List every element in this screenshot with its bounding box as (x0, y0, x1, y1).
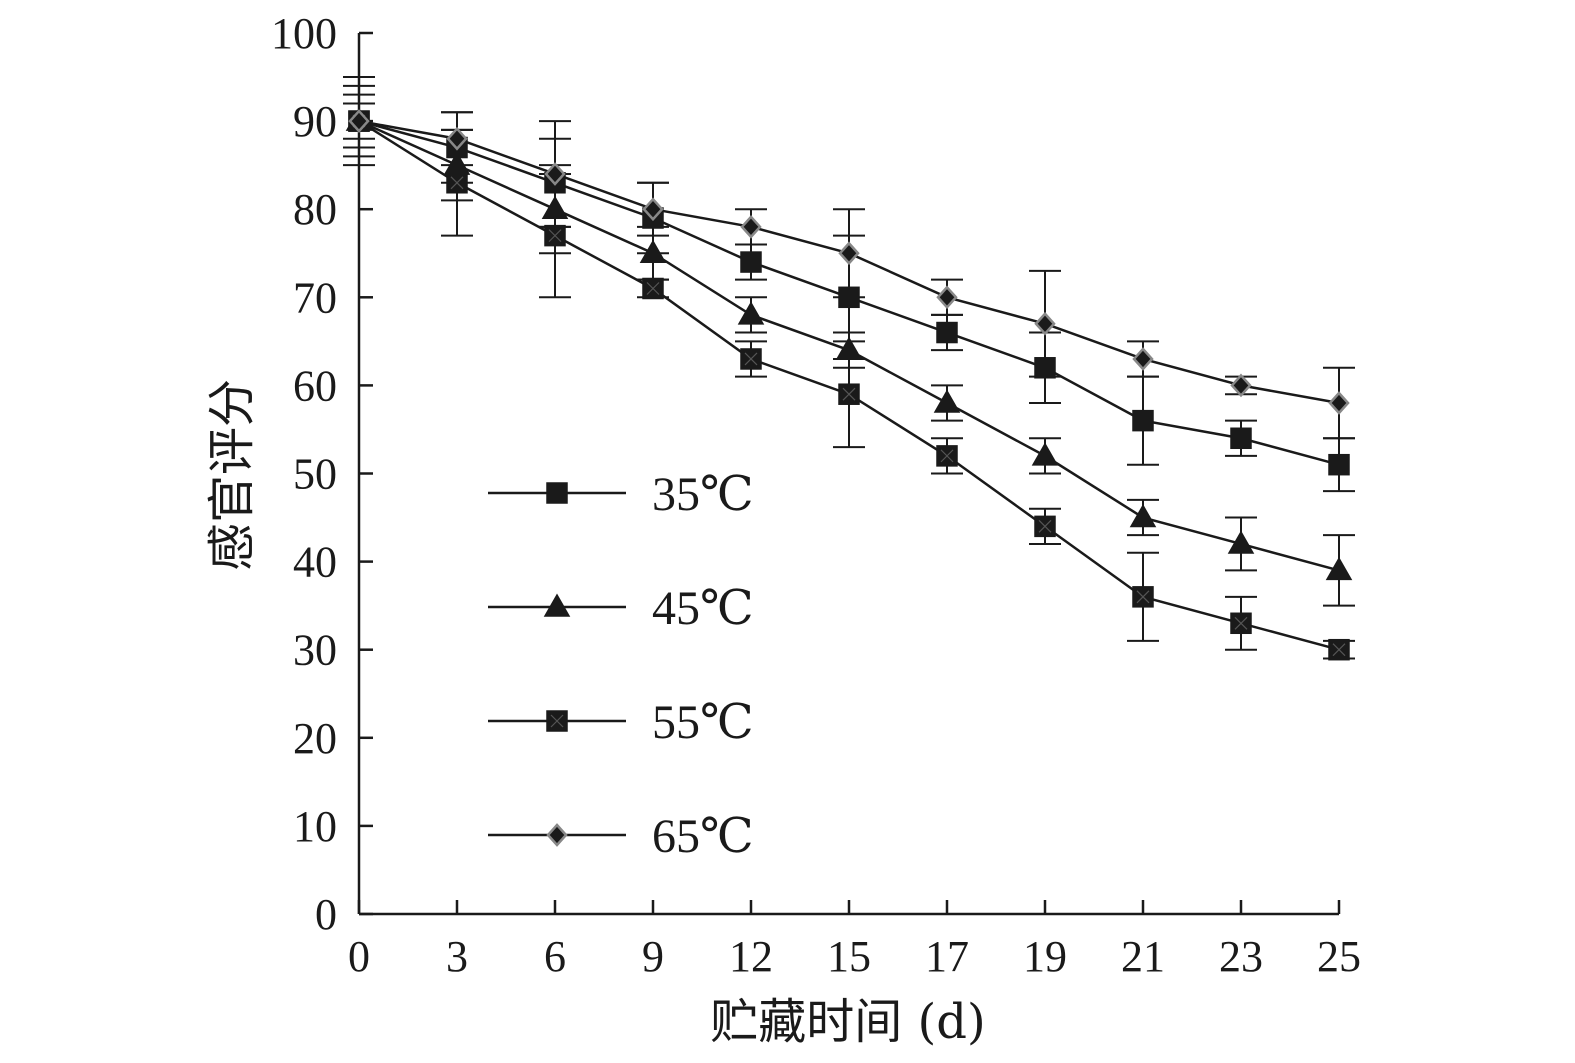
marker-series-3-cross (744, 352, 758, 366)
series-layer (343, 76, 1355, 661)
y-tick-label: 60 (293, 361, 337, 410)
legend-label: 45℃ (652, 582, 754, 635)
marker-series-3-cross (1136, 590, 1150, 604)
marker-series-3-cross (1038, 519, 1052, 533)
y-axis-title: 感官评分 (204, 379, 260, 571)
marker-series-4 (544, 162, 566, 186)
marker-series-3-cross (842, 387, 856, 401)
marker-series-1 (1132, 409, 1154, 432)
marker-series-3-cross (1234, 616, 1248, 630)
x-tick-label: 23 (1219, 932, 1263, 981)
marker-series-4 (642, 197, 664, 222)
marker-series-1 (1328, 453, 1350, 476)
marker-series-1 (740, 251, 762, 273)
marker-series-2 (639, 239, 667, 263)
y-tick-label: 10 (293, 802, 337, 851)
marker-series-4 (348, 109, 370, 133)
marker-series-3-cross (940, 449, 954, 463)
marker-series-3-cross (450, 176, 464, 190)
x-tick-label: 15 (827, 932, 871, 981)
marker-series-2 (543, 593, 571, 617)
x-tick-label: 6 (544, 932, 566, 981)
legend-label: 35℃ (652, 468, 754, 521)
x-tick-label: 17 (925, 932, 969, 981)
marker-series-4 (1132, 347, 1154, 371)
y-tick-label: 90 (293, 97, 337, 146)
y-tick-label: 20 (293, 714, 337, 763)
legend: 35℃ 45℃ 55℃ 65℃ (488, 468, 754, 863)
legend-label: 55℃ (652, 696, 754, 749)
x-tick-label: 9 (642, 932, 664, 981)
marker-series-2 (1325, 556, 1353, 581)
y-tick-label: 0 (315, 890, 337, 939)
marker-series-4 (740, 214, 762, 239)
marker-series-1 (546, 482, 568, 504)
marker-series-2 (737, 301, 765, 325)
marker-series-3-cross (550, 714, 564, 728)
marker-series-3-cross (1332, 643, 1346, 657)
x-tick-label: 3 (446, 932, 468, 981)
series-4 (343, 102, 1355, 440)
legend-item-4: 65℃ (488, 810, 754, 863)
marker-series-3-cross (646, 282, 660, 295)
x-tick-label: 21 (1121, 932, 1165, 981)
y-tick-label: 100 (271, 9, 337, 58)
y-tick-label: 50 (293, 450, 337, 499)
marker-series-2 (1031, 442, 1059, 466)
legend-label: 65℃ (652, 810, 754, 863)
marker-series-4 (1328, 391, 1350, 415)
x-tick-label: 12 (729, 932, 773, 981)
x-tick-label: 19 (1023, 932, 1067, 981)
marker-series-4 (1034, 311, 1056, 336)
series-3 (343, 76, 1355, 661)
marker-series-1 (1230, 427, 1252, 450)
legend-item-2: 45℃ (488, 582, 754, 635)
marker-series-3-cross (548, 229, 562, 243)
marker-series-4 (838, 241, 860, 266)
y-tick-label: 40 (293, 538, 337, 587)
y-tick-label: 80 (293, 185, 337, 234)
legend-item-1: 35℃ (488, 468, 754, 521)
marker-series-4 (446, 126, 468, 151)
x-tick-label: 0 (348, 932, 370, 981)
marker-series-2 (1227, 530, 1255, 554)
marker-series-2 (1129, 504, 1157, 528)
x-tick-label: 25 (1317, 932, 1361, 981)
y-tick-label: 70 (293, 273, 337, 322)
y-tick-label: 30 (293, 626, 337, 675)
x-axis-title: 贮藏时间 (d) (710, 994, 985, 1050)
marker-series-1 (936, 321, 958, 344)
marker-series-2 (933, 389, 961, 413)
marker-series-4 (1230, 373, 1252, 398)
legend-item-3: 55℃ (488, 696, 754, 749)
marker-series-4 (936, 285, 958, 310)
axes: 0 10 20 30 40 50 60 70 80 90 100 0 3 6 9 12 15 17 19 21 23 25 (271, 9, 1361, 981)
marker-series-4 (546, 823, 568, 847)
